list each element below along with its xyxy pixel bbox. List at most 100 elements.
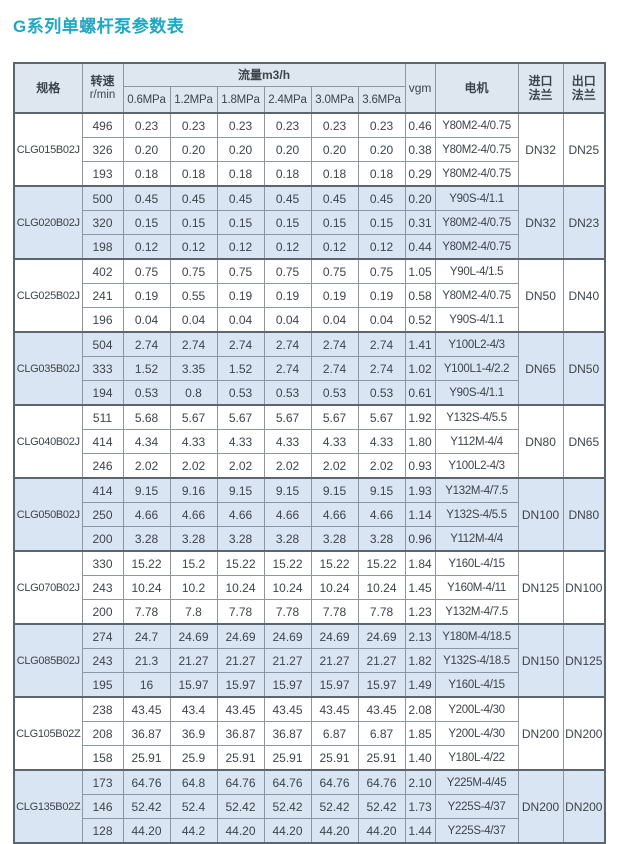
table-row: CLG050B02J 414 9.15 9.16 9.15 9.15 9.15 9.15 1.9…	[13, 477, 606, 552]
outlet-flange-cell: DN50	[562, 331, 606, 406]
flow-cell-3.0MPa: 21.27	[310, 648, 359, 673]
flow-cell-3.6MPa: 25.91	[357, 745, 406, 771]
vgm-cell: 1.14	[404, 502, 436, 527]
flow-cell-3.0MPa: 0.45	[310, 185, 359, 211]
flow-cell-3.6MPa: 15.97	[357, 672, 406, 698]
flow-cell-0.6MPa: 3.28	[122, 526, 171, 552]
motor-cell: Y90S-4/1.1	[434, 185, 519, 211]
flow-cell-2.4MPa: 0.45	[263, 185, 312, 211]
speed-cell: 194	[81, 380, 124, 406]
table-row: 198 0.12 0.12 0.12 0.12 0.12 0.12 0.44 Y80M2-4/0…	[14, 234, 605, 260]
speed-cell: 243	[81, 575, 124, 600]
flow-cell-0.6MPa: 0.75	[122, 258, 171, 284]
speed-cell: 246	[81, 453, 124, 479]
flow-cell-3.6MPa: 7.78	[357, 599, 406, 625]
col-header-speed: 转速 r/min	[81, 62, 124, 114]
flow-cell-1.2MPa: 36.9	[169, 721, 218, 746]
spec-cell: CLG020B02J	[13, 185, 83, 260]
flow-cell-1.8MPa: 43.45	[216, 696, 265, 722]
table-row: CLG035B02J 504 2.74 2.74 2.74 2.74 2.74 2.74 1.4…	[13, 331, 606, 406]
motor-cell: Y80M2-4/0.75	[434, 234, 519, 260]
flow-cell-2.4MPa: 3.28	[263, 526, 312, 552]
flow-cell-2.4MPa: 44.20	[263, 818, 312, 844]
flow-cell-0.6MPa: 0.23	[122, 112, 171, 138]
speed-cell: 200	[81, 599, 124, 625]
speed-cell: 238	[81, 696, 124, 722]
vgm-cell: 0.31	[404, 210, 436, 235]
flow-cell-0.6MPa: 36.87	[122, 721, 171, 746]
speed-cell: 402	[81, 258, 124, 284]
flow-cell-1.2MPa: 0.23	[169, 112, 218, 138]
motor-cell: Y80M2-4/0.75	[434, 137, 519, 162]
motor-cell: Y112M-4/4	[434, 429, 519, 454]
flow-cell-3.6MPa: 15.22	[357, 550, 406, 576]
table-row: CLG040B02J 511 5.68 5.67 5.67 5.67 5.67 5.67 1.9…	[13, 404, 606, 479]
speed-cell: 274	[81, 623, 124, 649]
flow-cell-2.4MPa: 4.33	[263, 429, 312, 454]
motor-cell: Y90S-4/1.1	[434, 380, 519, 406]
flow-cell-0.6MPa: 43.45	[122, 696, 171, 722]
speed-cell: 198	[81, 234, 124, 260]
flow-cell-0.6MPa: 4.66	[122, 502, 171, 527]
table-row: 246 2.02 2.02 2.02 2.02 2.02 2.02 0.93 Y100L2-4/…	[14, 453, 605, 479]
vgm-cell: 0.52	[404, 307, 436, 333]
vgm-cell: 1.49	[404, 672, 436, 698]
inlet-flange-cell: DN150	[517, 623, 564, 698]
vgm-cell: 1.40	[404, 745, 436, 771]
pump-parameter-table: 规格 转速 r/min 流量m3/h vgm 电机 进口 法兰 出口 法兰 0.	[13, 62, 607, 844]
flow-cell-1.2MPa: 3.35	[169, 356, 218, 381]
flow-cell-3.0MPa: 0.23	[310, 112, 359, 138]
table-row: 243 10.24 10.2 10.24 10.24 10.24 10.24 1.45 Y160…	[14, 575, 605, 600]
flow-cell-1.8MPa: 9.15	[216, 477, 265, 503]
table-row: CLG020B02J 500 0.45 0.45 0.45 0.45 0.45 0.45 0.2…	[13, 185, 606, 260]
flow-cell-2.4MPa: 0.19	[263, 283, 312, 308]
flow-cell-3.6MPa: 44.20	[357, 818, 406, 844]
flow-cell-3.6MPa: 2.74	[357, 356, 406, 381]
flow-cell-1.8MPa: 3.28	[216, 526, 265, 552]
speed-cell: 193	[81, 161, 124, 187]
flow-cell-2.4MPa: 64.76	[263, 769, 312, 795]
flow-cell-0.6MPa: 2.02	[122, 453, 171, 479]
table-row: 414 4.34 4.33 4.33 4.33 4.33 4.33 1.80 Y112M-4/4	[14, 429, 605, 454]
flow-cell-0.6MPa: 10.24	[122, 575, 171, 600]
flow-cell-3.0MPa: 43.45	[310, 696, 359, 722]
inlet-flange-cell: DN50	[517, 258, 564, 333]
motor-cell: Y80M2-4/0.75	[434, 161, 519, 187]
motor-cell: Y200L-4/30	[434, 696, 519, 722]
table-row: 241 0.19 0.55 0.19 0.19 0.19 0.19 0.58 Y80M2-4/0…	[14, 283, 605, 308]
flow-cell-3.0MPa: 64.76	[310, 769, 359, 795]
flow-cell-3.0MPa: 4.66	[310, 502, 359, 527]
flow-cell-1.8MPa: 0.23	[216, 112, 265, 138]
col-header-outlet-line1: 出口	[571, 74, 596, 88]
spec-cell: CLG035B02J	[13, 331, 83, 406]
flow-cell-1.2MPa: 15.97	[169, 672, 218, 698]
spec-cell: CLG105B02Z	[13, 696, 83, 771]
flow-cell-3.0MPa: 6.87	[310, 721, 359, 746]
flow-cell-1.8MPa: 0.04	[216, 307, 265, 333]
flow-cell-1.2MPa: 7.8	[169, 599, 218, 625]
flow-cell-0.6MPa: 1.52	[122, 356, 171, 381]
vgm-cell: 0.46	[404, 112, 436, 138]
col-header-speed-unit: r/min	[89, 89, 116, 101]
flow-cell-1.8MPa: 21.27	[216, 648, 265, 673]
flow-cell-2.4MPa: 2.74	[263, 331, 312, 357]
outlet-flange-cell: DN200	[562, 696, 606, 771]
table-row: 320 0.15 0.15 0.15 0.15 0.15 0.15 0.31 Y80M2-4/0…	[14, 210, 605, 235]
col-header-inlet-flange: 进口 法兰	[517, 62, 564, 114]
vgm-cell: 1.85	[404, 721, 436, 746]
flow-cell-1.8MPa: 25.91	[216, 745, 265, 771]
vgm-cell: 0.93	[404, 453, 436, 479]
speed-cell: 128	[81, 818, 124, 844]
motor-cell: Y180L-4/22	[434, 745, 519, 771]
motor-cell: Y100L1-4/2.2	[434, 356, 519, 381]
vgm-cell: 1.45	[404, 575, 436, 600]
flow-cell-3.6MPa: 9.15	[357, 477, 406, 503]
outlet-flange-cell: DN25	[562, 112, 606, 187]
motor-cell: Y132M-4/7.5	[434, 477, 519, 503]
flow-cell-1.2MPa: 2.02	[169, 453, 218, 479]
flow-cell-0.6MPa: 0.15	[122, 210, 171, 235]
flow-cell-1.8MPa: 0.19	[216, 283, 265, 308]
table-row: 194 0.53 0.8 0.53 0.53 0.53 0.53 0.61 Y90S-4/1.1	[14, 380, 605, 406]
col-header-pressure-3: 2.4MPa	[263, 86, 312, 114]
